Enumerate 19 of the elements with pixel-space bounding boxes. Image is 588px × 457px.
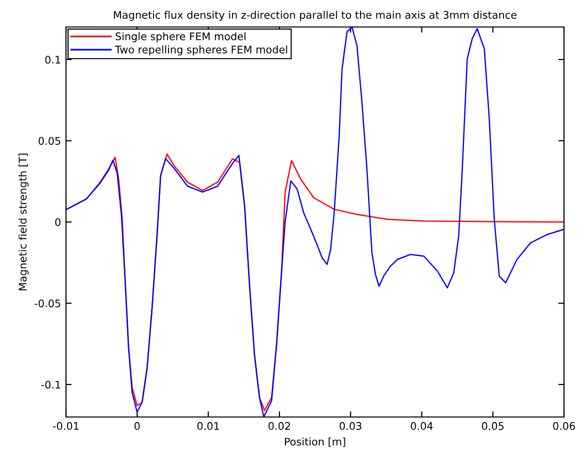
x-tick-label: 0 (134, 422, 140, 430)
y-tick-label: -0.05 (34, 299, 60, 308)
y-tick-label: 0.05 (38, 136, 60, 145)
y-tick-label: 0 (55, 218, 60, 226)
y-tick-label: -0.1 (41, 380, 60, 389)
x-axis-title: Position [m] (284, 438, 346, 447)
x-tick-label: 0.05 (482, 422, 504, 430)
legend-label: Two repelling spheres FEM model (114, 45, 288, 56)
x-tick-label: 0.03 (340, 422, 362, 430)
x-tick-label: -0.01 (53, 422, 79, 430)
x-tick-label: 0.01 (197, 422, 219, 430)
x-tick-label: 0.06 (553, 422, 575, 430)
x-tick-label: 0.04 (410, 422, 433, 430)
legend-label: Single sphere FEM model (116, 32, 246, 42)
y-tick-label: 0.1 (45, 56, 60, 64)
chart-title: Magnetic flux density in z-direction parallel to the main axis at 3mm distance (114, 10, 516, 21)
x-tick-label: 0.02 (268, 422, 290, 430)
line-series (66, 27, 564, 417)
y-axis-title: Magnetic field strength [T] (18, 154, 29, 290)
